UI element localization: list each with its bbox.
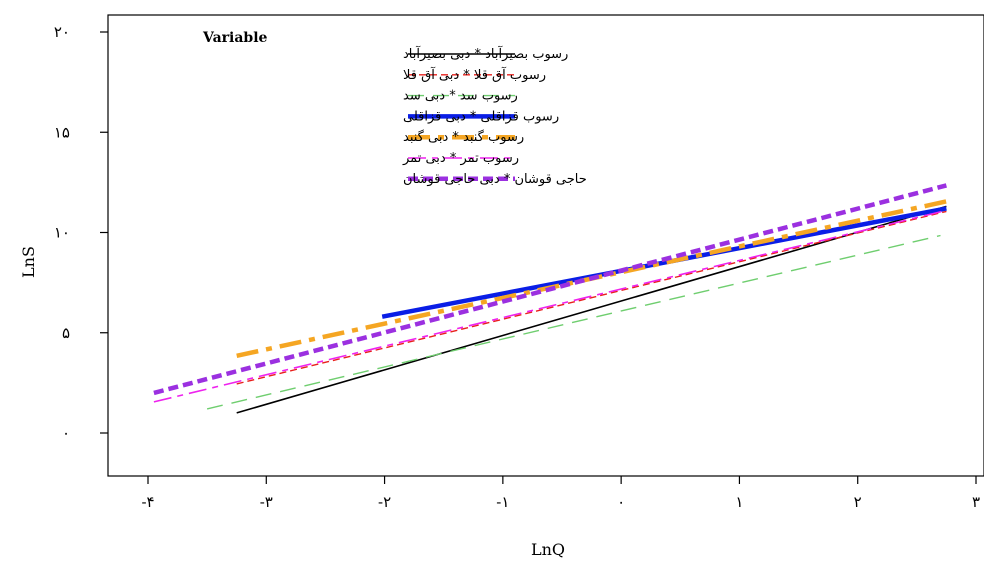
legend-label-4: رسوب قزاقلی * دبی قزاقلی — [403, 109, 559, 124]
legend-label-6: رسوب تمر * دبی تمر — [402, 151, 519, 166]
x-tick-label: ۱ — [735, 493, 743, 511]
legend-label-2: رسوب آق قلا * دبی آق قلا — [403, 66, 546, 83]
y-tick-label: ۱۰ — [54, 224, 70, 242]
legend-label-1: رسوب بصیرآباد * دبی بصیرآباد — [403, 45, 568, 62]
series-lines — [153, 183, 947, 414]
y-tick-label: ۰ — [62, 424, 70, 442]
x-tick-label: ۳ — [972, 493, 980, 511]
plot-frame — [107, 14, 984, 477]
x-axis-label: LnQ — [531, 540, 565, 559]
series-line-7 — [153, 183, 947, 396]
series-line-2 — [236, 210, 947, 385]
x-tick-label: ۰ — [617, 493, 625, 511]
x-axis: -۴ -۳ -۲ -۱ ۰ ۱ ۲ ۳ — [141, 476, 980, 511]
x-tick-label: -۲ — [378, 493, 391, 511]
legend: Variable رسوب بصیرآباد * دبی بصیرآباد رسو… — [202, 30, 587, 187]
x-tick-label: ۲ — [854, 493, 862, 511]
x-tick-label: -۳ — [260, 493, 273, 511]
legend-label-7: حاجی قوشان * دبی حاجی قوشان — [403, 172, 587, 187]
y-axis-label: LnS — [19, 246, 38, 278]
legend-label-5: رسوب گنبد * دبی گنبد — [403, 129, 524, 145]
series-line-4 — [381, 206, 947, 319]
legend-label-3: رسوب سد * دبی سد — [403, 89, 518, 104]
series-line-6 — [153, 209, 947, 403]
y-tick-label: ۵ — [62, 324, 70, 342]
series-line-3 — [206, 234, 941, 410]
y-axis: ۰ ۵ ۱۰ ۱۵ ۲۰ — [54, 23, 108, 442]
y-tick-label: ۲۰ — [54, 23, 70, 41]
x-tick-label: -۱ — [496, 493, 509, 511]
y-tick-label: ۱۵ — [54, 123, 70, 141]
legend-title: Variable — [202, 30, 268, 46]
x-tick-label: -۴ — [141, 493, 154, 511]
